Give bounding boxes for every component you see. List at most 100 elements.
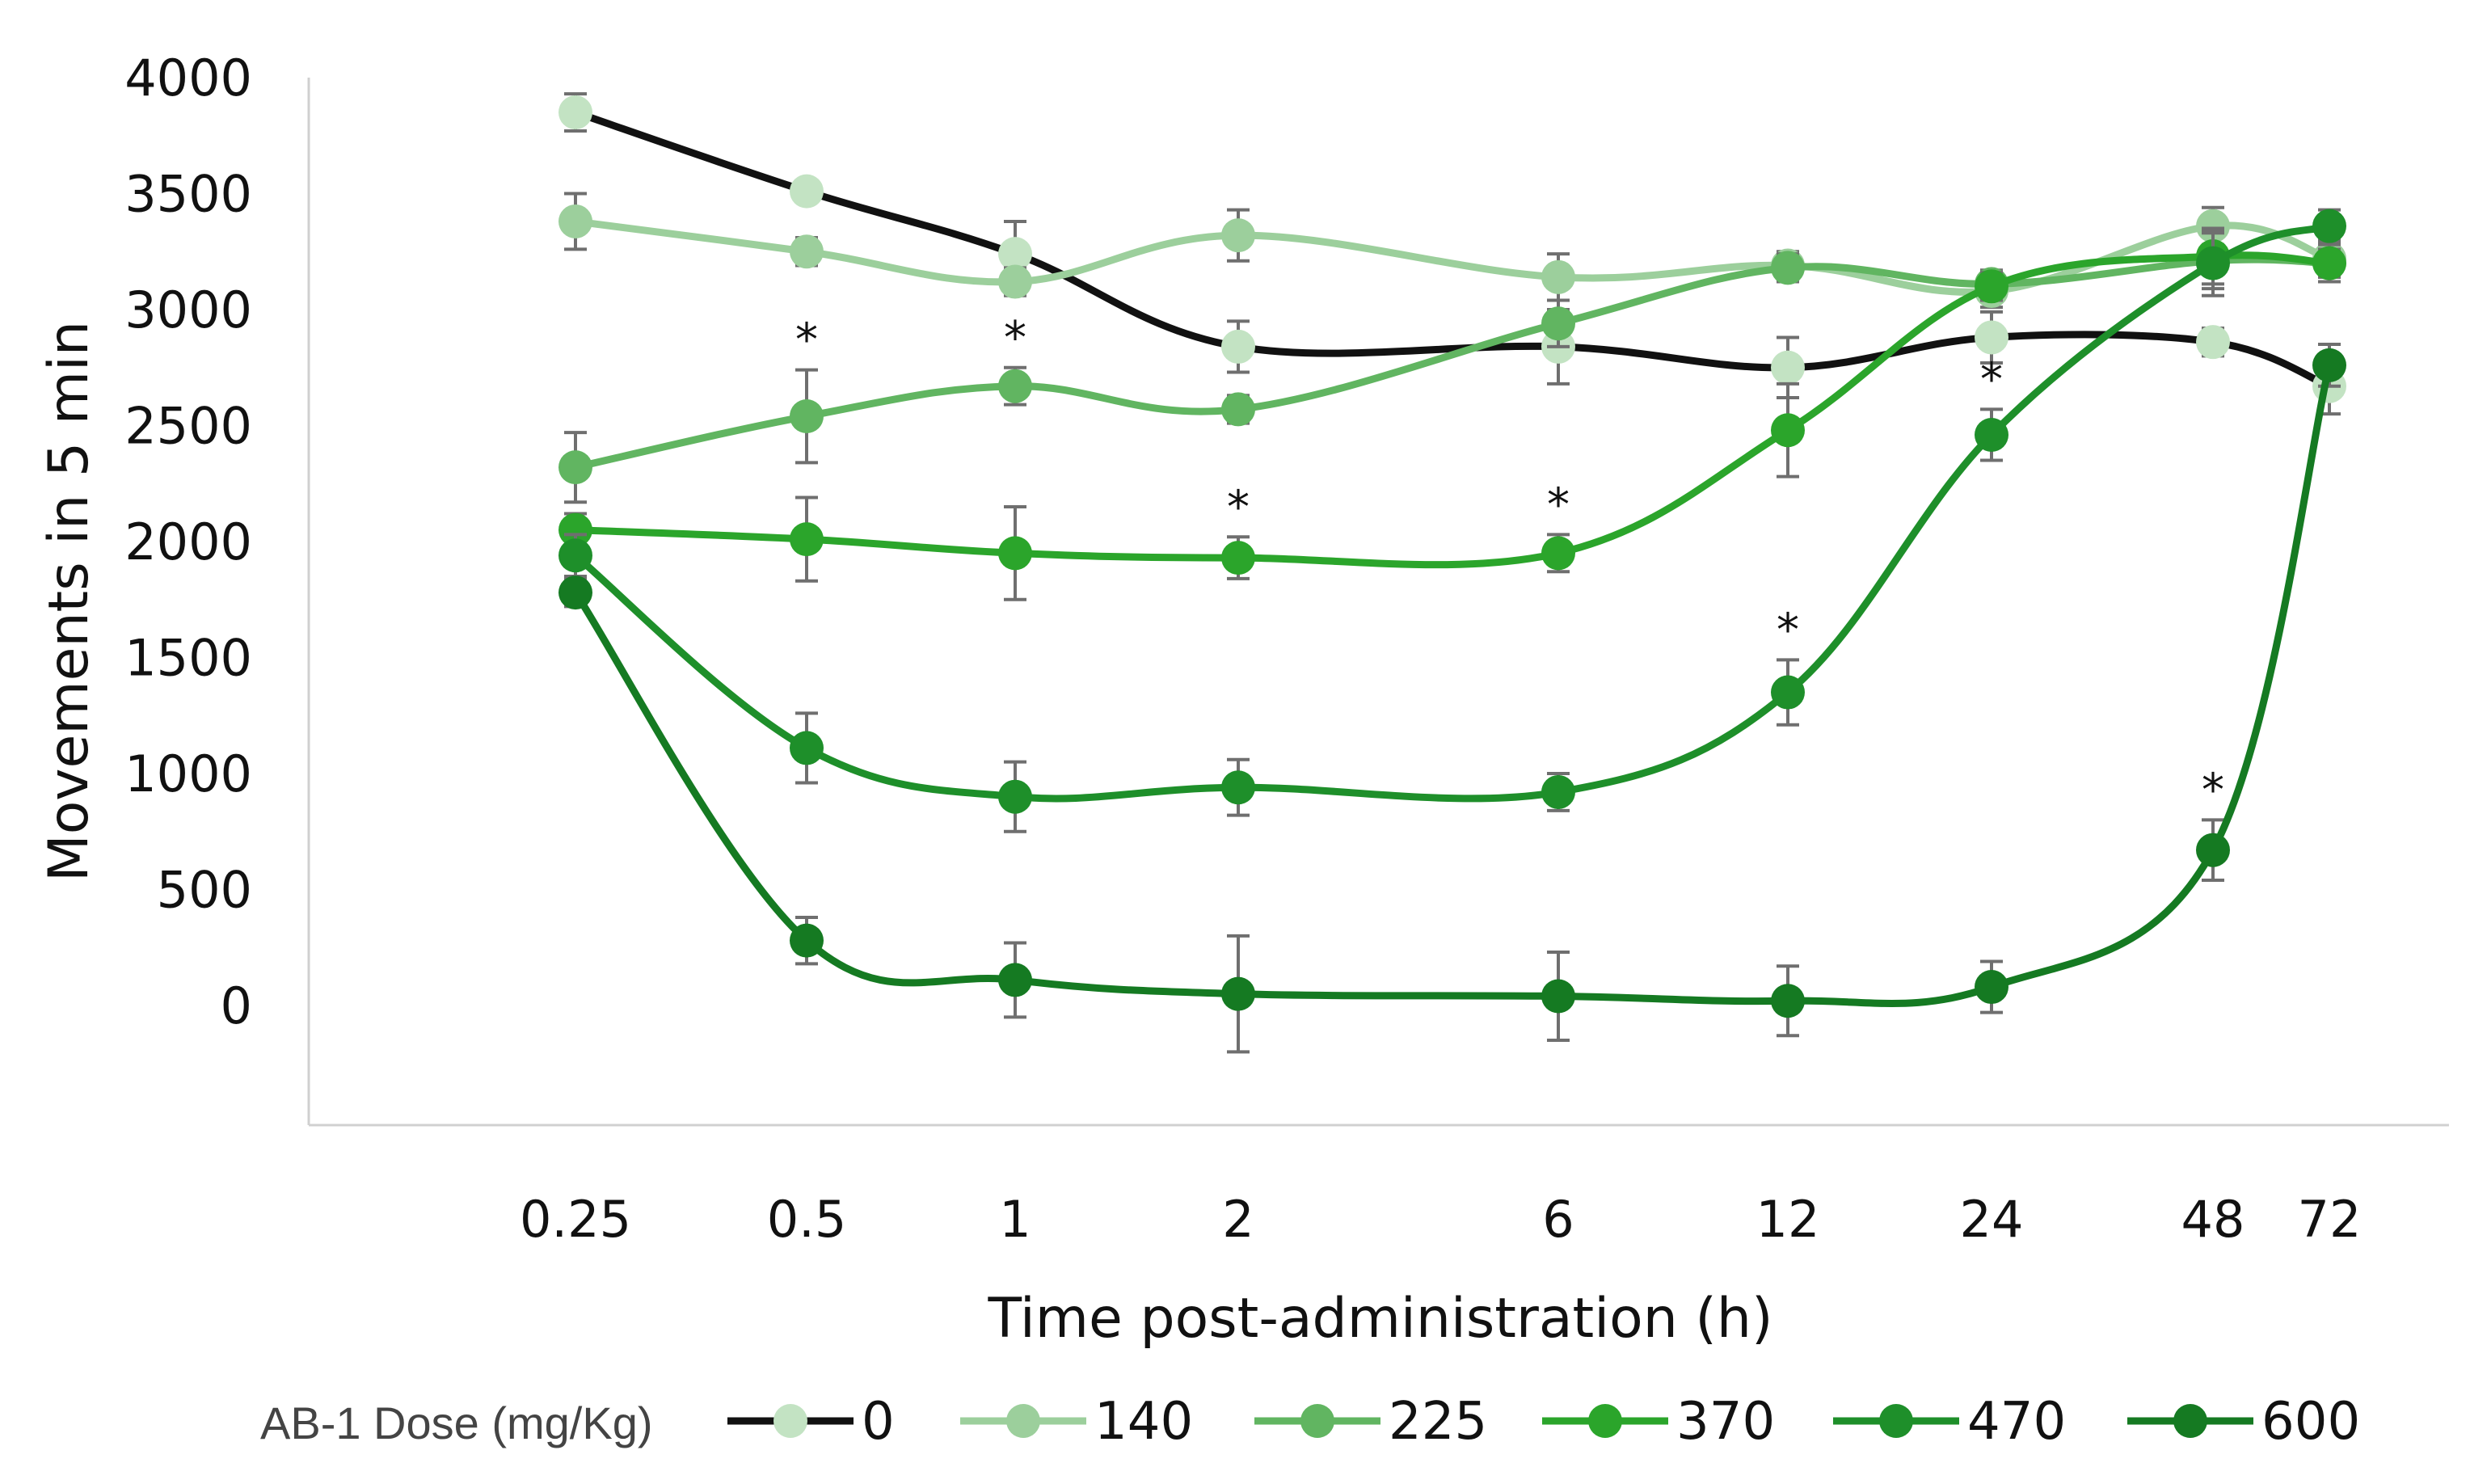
- significance-star: *: [1227, 481, 1250, 533]
- data-point: [1541, 306, 1575, 341]
- y-tick-label: 500: [157, 861, 252, 920]
- error-bars: [564, 208, 2341, 833]
- y-tick-label: 3000: [124, 280, 252, 339]
- series-600: [558, 343, 2346, 1054]
- series-line: [571, 361, 2333, 1007]
- significance-star: *: [1980, 353, 2003, 406]
- y-tick-label: 1500: [124, 629, 252, 688]
- x-tick-labels: 0.25 0.5 1 2 6 12 24 48 72: [520, 1190, 2361, 1249]
- data-point: [790, 923, 824, 958]
- data-point: [558, 512, 592, 547]
- y-tick-labels: 4000 3500 3000 2500 2000 1500 1000 500 0: [124, 48, 252, 1035]
- data-point: [1771, 675, 1805, 710]
- legend-title: AB-1 Dose (mg/Kg): [260, 1398, 653, 1448]
- series-370: [558, 226, 2346, 601]
- data-point: [790, 174, 824, 209]
- y-tick-label: 4000: [124, 48, 252, 108]
- axes: [307, 78, 2449, 1127]
- y-axis-title: Movements in 5 min: [37, 321, 101, 882]
- series-470: [558, 208, 2346, 833]
- series-140: [558, 192, 2346, 310]
- y-tick-label: 2500: [124, 397, 252, 456]
- data-point: [998, 369, 1032, 403]
- legend-swatch-marker: [1879, 1404, 1913, 1438]
- data-point: [1771, 984, 1805, 1018]
- data-point: [1975, 269, 2008, 304]
- data-point: [790, 522, 824, 557]
- legend-label: 600: [2261, 1392, 2360, 1452]
- data-point: [790, 234, 824, 269]
- data-point: [558, 204, 592, 238]
- legend-label: 140: [1094, 1392, 1193, 1452]
- data-point: [998, 264, 1032, 299]
- series-225: [558, 231, 2346, 504]
- legend: AB-1 Dose (mg/Kg) 0 140 225 370 470 600: [260, 1392, 2360, 1452]
- legend-item-370: 370: [1542, 1392, 1775, 1452]
- x-tick-label: 1: [999, 1190, 1031, 1249]
- series-line: [571, 255, 2333, 471]
- significance-star: *: [1004, 312, 1026, 365]
- data-point: [1221, 218, 1255, 253]
- legend-item-600: 600: [2127, 1392, 2360, 1452]
- data-point: [998, 963, 1032, 997]
- data-point: [790, 731, 824, 765]
- data-point: [1221, 770, 1255, 805]
- data-point: [1771, 413, 1805, 448]
- y-tick-label: 1000: [124, 744, 252, 803]
- data-point: [1975, 970, 2008, 1005]
- series-line: [571, 108, 2333, 390]
- error-bars: [564, 192, 2341, 310]
- x-tick-label: 0.25: [520, 1190, 631, 1249]
- data-point: [1221, 541, 1255, 575]
- legend-label: 370: [1676, 1392, 1775, 1452]
- x-tick-label: 48: [2181, 1190, 2245, 1249]
- series: [558, 92, 2346, 1054]
- data-point: [998, 237, 1032, 272]
- data-point: [2196, 246, 2230, 280]
- x-axis-title: Time post-administration (h): [987, 1287, 1772, 1351]
- legend-swatch-marker: [1300, 1404, 1334, 1438]
- data-point: [2312, 246, 2346, 280]
- x-tick-label: 24: [1960, 1190, 2024, 1249]
- legend-item-470: 470: [1833, 1392, 2066, 1452]
- data-point: [2196, 325, 2230, 360]
- significance-markers: * * * * * * *: [795, 312, 2224, 817]
- significance-star: *: [1777, 604, 1799, 656]
- legend-item-225: 225: [1254, 1392, 1487, 1452]
- y-tick-label: 0: [221, 976, 252, 1035]
- significance-star: *: [1547, 479, 1570, 531]
- significance-star: *: [795, 314, 818, 367]
- data-point: [1541, 536, 1575, 571]
- y-tick-label: 3500: [124, 165, 252, 224]
- data-point: [1771, 251, 1805, 285]
- legend-item-140: 140: [960, 1392, 1193, 1452]
- data-point: [998, 536, 1032, 571]
- legend-label: 0: [862, 1392, 895, 1452]
- data-point: [1541, 259, 1575, 294]
- data-point: [1221, 392, 1255, 427]
- x-tick-label: 0.5: [767, 1190, 847, 1249]
- data-point: [1541, 979, 1575, 1014]
- legend-swatch-marker: [2173, 1404, 2207, 1438]
- series-line: [571, 222, 2333, 803]
- data-point: [2312, 209, 2346, 243]
- legend-swatch-marker: [1588, 1404, 1622, 1438]
- legend-item-0: 0: [727, 1392, 895, 1452]
- x-tick-label: 12: [1756, 1190, 1820, 1249]
- data-point: [558, 575, 592, 610]
- data-point: [558, 538, 592, 573]
- legend-swatch-marker: [1006, 1404, 1040, 1438]
- data-point: [1771, 350, 1805, 385]
- data-point: [558, 450, 592, 485]
- data-point: [1221, 329, 1255, 364]
- data-point: [790, 399, 824, 434]
- data-point: [1975, 417, 2008, 452]
- y-tick-label: 2000: [124, 512, 252, 571]
- series-line: [571, 251, 2333, 569]
- data-point: [1541, 774, 1575, 809]
- legend-label: 225: [1389, 1392, 1487, 1452]
- data-point: [1975, 320, 2008, 355]
- data-point: [2196, 833, 2230, 867]
